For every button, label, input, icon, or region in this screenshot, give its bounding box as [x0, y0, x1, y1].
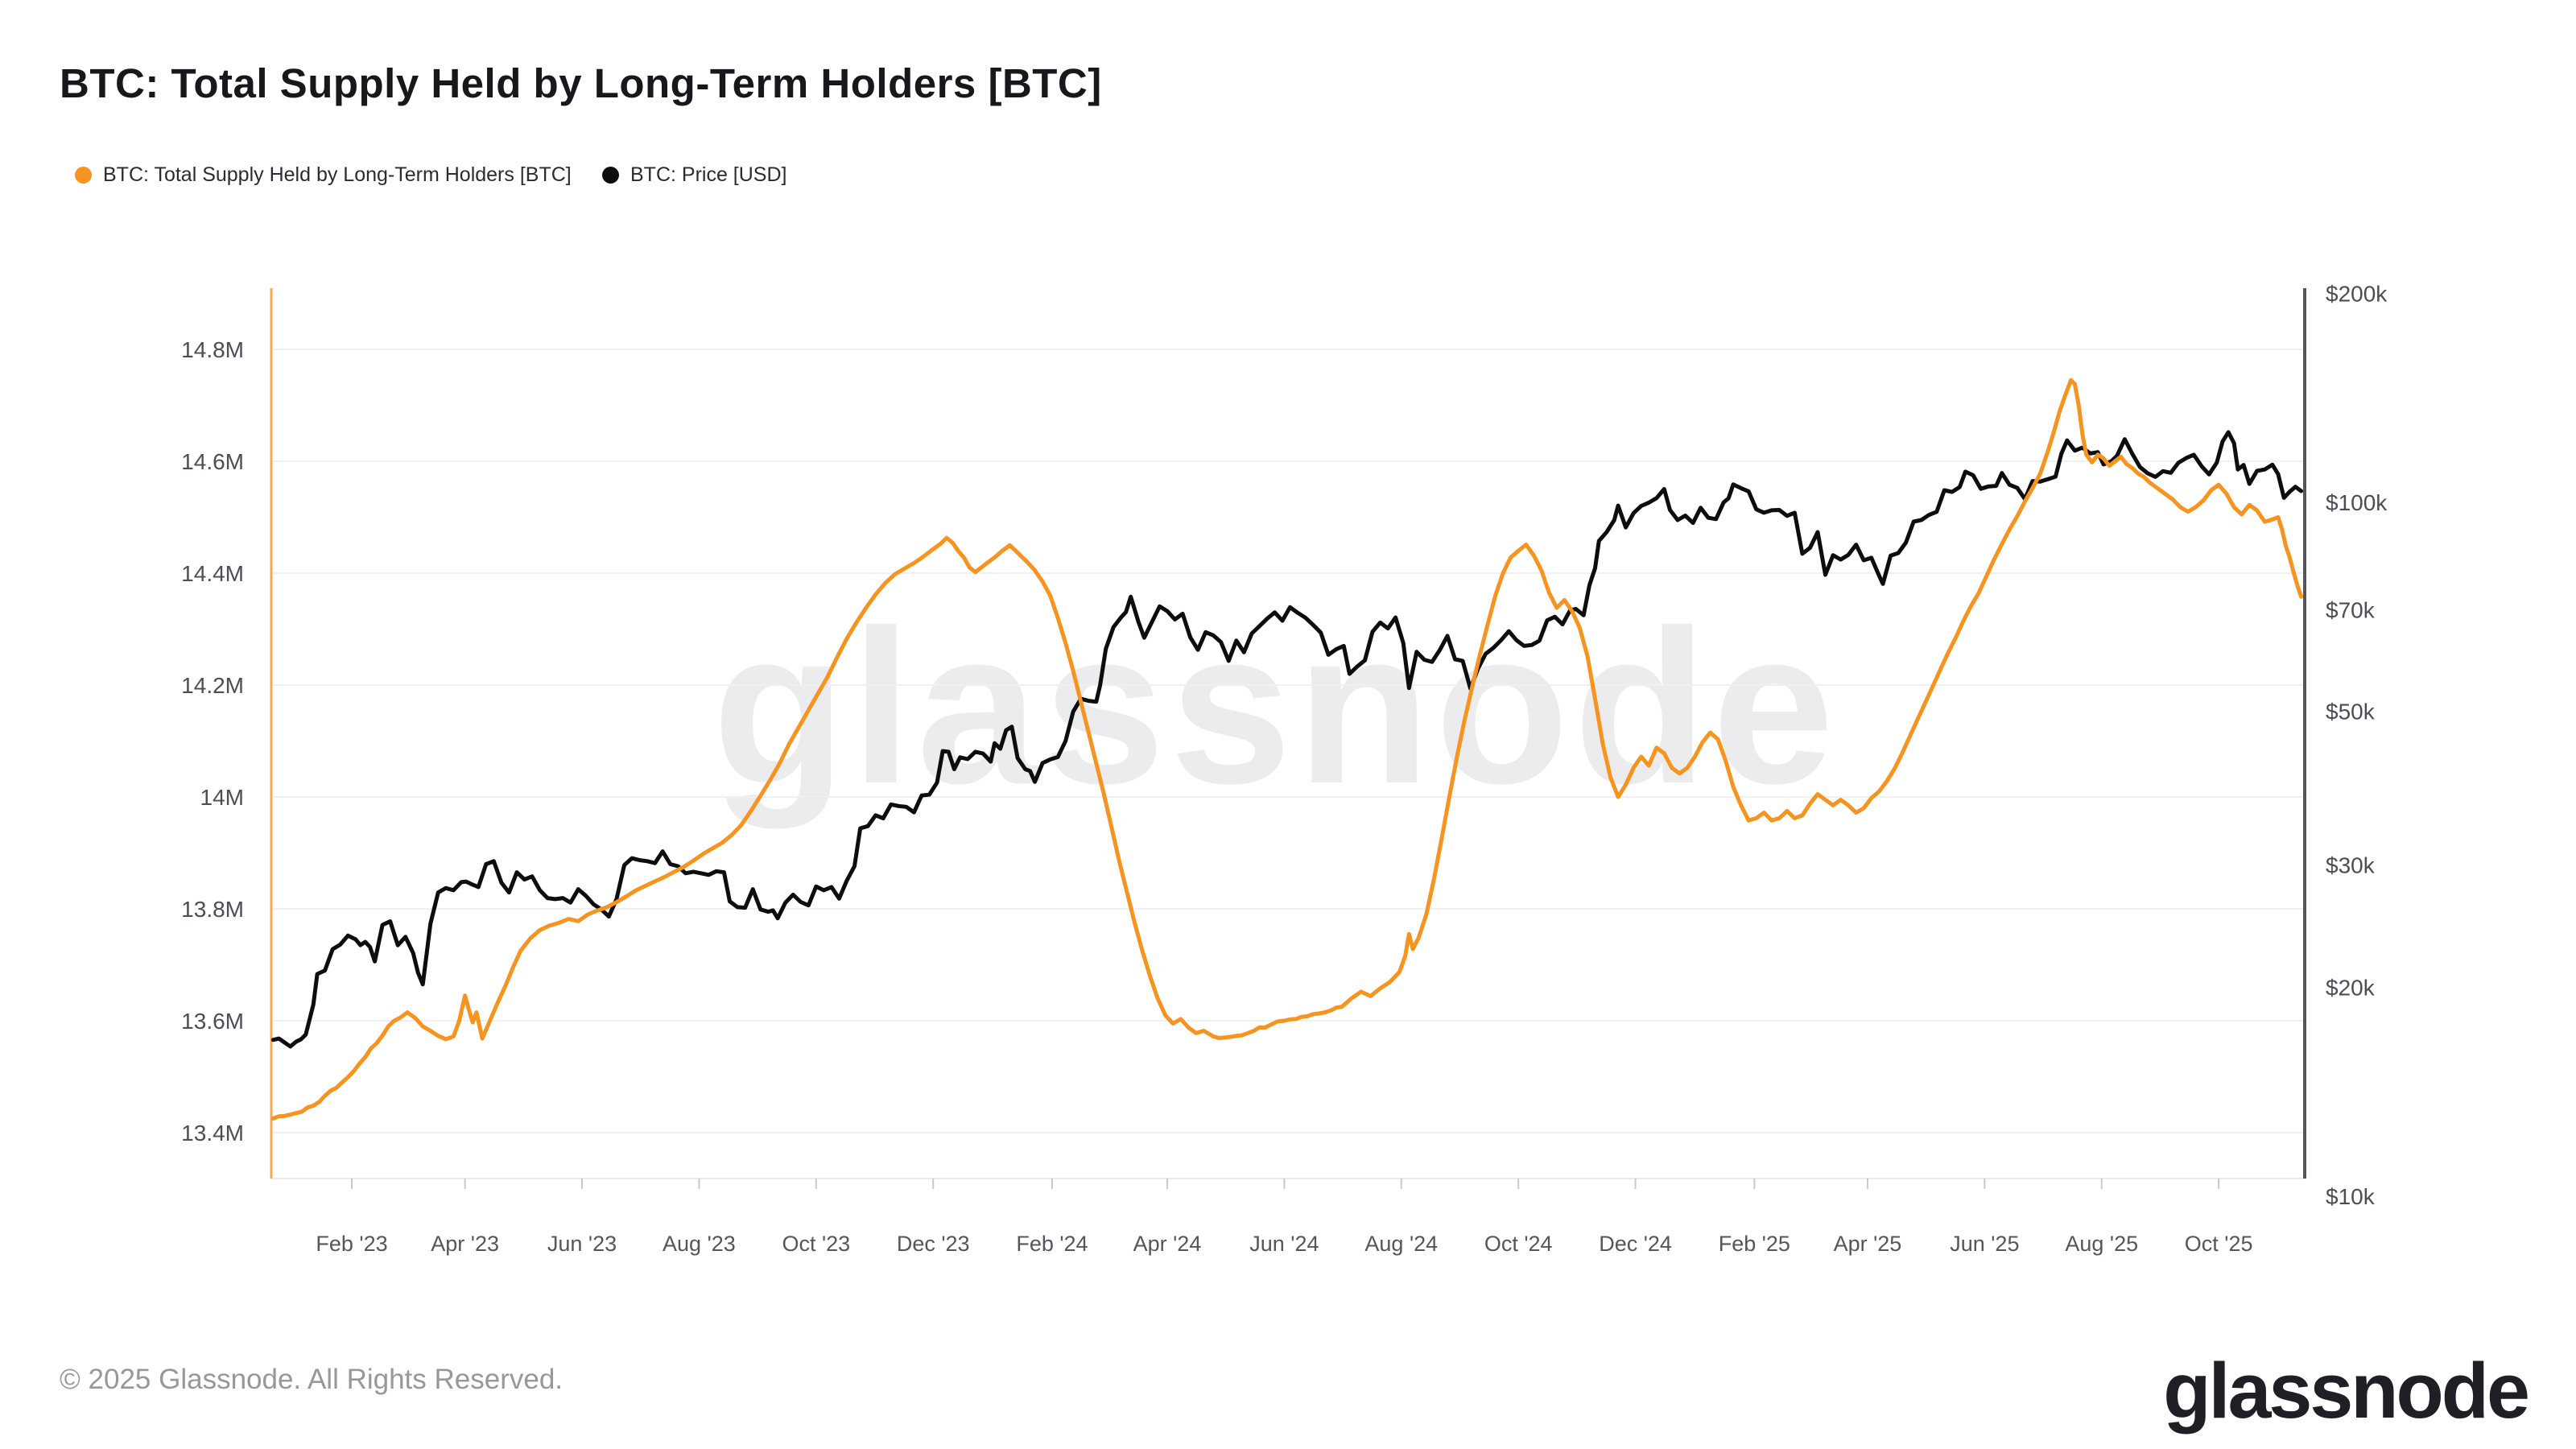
y-axis-left-label: 13.8M	[181, 897, 244, 922]
x-axis-tick-label: Aug '25	[2065, 1232, 2138, 1256]
y-axis-left-label: 14.6M	[181, 449, 244, 474]
x-axis-tick-label: Apr '23	[431, 1232, 499, 1256]
copyright-text: © 2025 Glassnode. All Rights Reserved.	[60, 1364, 564, 1395]
y-axis-right-label: $70k	[2326, 598, 2376, 623]
y-axis-right-label: $30k	[2326, 853, 2376, 878]
x-axis-tick-label: Apr '24	[1133, 1232, 1202, 1256]
x-axis-tick-label: Oct '24	[1484, 1232, 1553, 1256]
y-axis-right-label: $50k	[2326, 699, 2376, 724]
legend-item-price[interactable]: BTC: Price [USD]	[602, 163, 786, 186]
y-axis-right-label: $10k	[2326, 1184, 2376, 1209]
glassnode-watermark: glassnode	[712, 584, 1839, 829]
x-axis-tick-label: Dec '23	[897, 1232, 970, 1256]
y-axis-left-label: 14.2M	[181, 673, 244, 698]
legend-label-lth-supply: BTC: Total Supply Held by Long-Term Hold…	[103, 163, 572, 186]
x-axis-tick-label: Aug '24	[1364, 1232, 1438, 1256]
x-axis-tick-label: Feb '24	[1016, 1232, 1088, 1256]
x-axis-tick-label: Jun '23	[547, 1232, 617, 1256]
legend-dot-black-icon	[602, 166, 619, 184]
x-axis-tick-label: Aug '23	[663, 1232, 736, 1256]
y-axis-left-label: 13.6M	[181, 1009, 244, 1034]
y-axis-left-label: 14.8M	[181, 337, 244, 362]
y-axis-left-label: 13.4M	[181, 1121, 244, 1146]
x-axis-tick-label: Apr '25	[1834, 1232, 1902, 1256]
x-axis-tick-label: Jun '24	[1249, 1232, 1319, 1256]
glassnode-logo: glassnode	[2163, 1347, 2530, 1435]
x-axis-tick-label: Feb '23	[316, 1232, 387, 1256]
legend-dot-orange-icon	[75, 166, 92, 184]
x-axis-tick-label: Feb '25	[1719, 1232, 1790, 1256]
y-axis-right-label: $100k	[2326, 490, 2388, 515]
legend-label-price: BTC: Price [USD]	[630, 163, 787, 186]
page-title: BTC: Total Supply Held by Long-Term Hold…	[60, 60, 1102, 106]
y-axis-right-label: $200k	[2326, 282, 2388, 307]
legend-item-lth-supply[interactable]: BTC: Total Supply Held by Long-Term Hold…	[75, 163, 572, 186]
x-axis-tick-label: Dec '24	[1599, 1232, 1672, 1256]
x-axis-tick-label: Jun '25	[1950, 1232, 2019, 1256]
series-line-price[interactable]	[270, 430, 2304, 1049]
y-axis-left-label: 14.4M	[181, 561, 244, 586]
y-axis-left-label: 14M	[200, 785, 244, 810]
series-line-lth-supply[interactable]	[270, 378, 2304, 1121]
y-axis-right-label: $20k	[2326, 976, 2376, 1001]
x-axis-tick-label: Oct '23	[782, 1232, 850, 1256]
x-axis-tick-label: Oct '25	[2185, 1232, 2253, 1256]
